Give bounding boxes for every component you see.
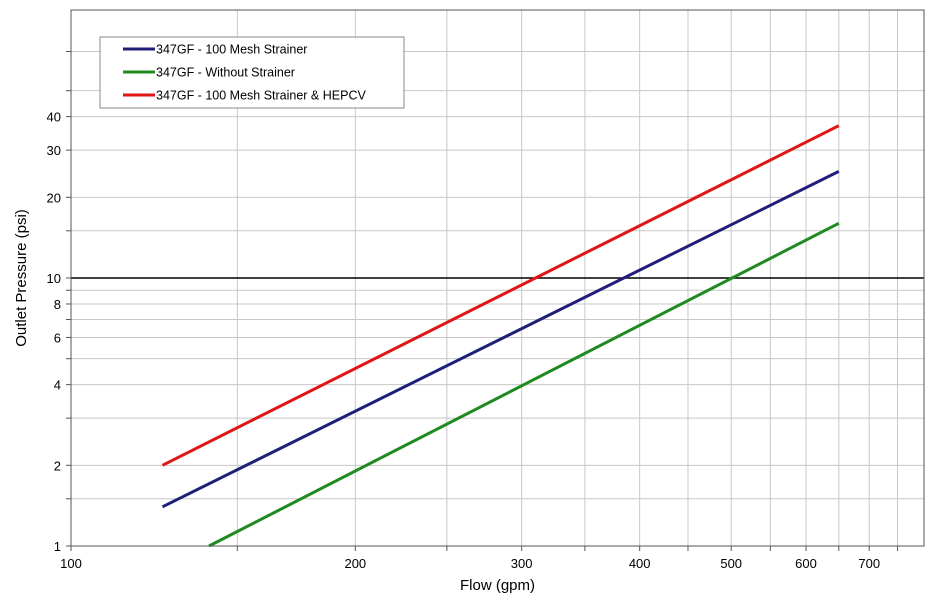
- x-tick-label: 300: [511, 556, 533, 571]
- y-tick-label: 4: [54, 378, 61, 393]
- y-tick-label: 10: [47, 271, 61, 286]
- x-tick-label: 600: [795, 556, 817, 571]
- x-axis-title: Flow (gpm): [460, 577, 535, 594]
- x-tick-label: 100: [60, 556, 82, 571]
- y-tick-label: 40: [47, 110, 61, 125]
- y-tick-label: 8: [54, 297, 61, 312]
- series-line-2: [208, 221, 840, 548]
- y-axis-title: Outlet Pressure (psi): [13, 209, 30, 347]
- y-tick-label: 20: [47, 190, 61, 205]
- y-tick-label: 1: [54, 539, 61, 554]
- x-tick-label: 200: [344, 556, 366, 571]
- legend: 347GF - 100 Mesh Strainer 347GF - Without…: [99, 36, 405, 109]
- series-line-1: [161, 170, 840, 509]
- legend-label-1: 347GF - 100 Mesh Strainer: [156, 43, 307, 57]
- y-tick-label: 6: [54, 330, 61, 345]
- series-line-3: [161, 124, 840, 467]
- y-tick-label: 30: [47, 143, 61, 158]
- y-axis-ticks: 1 2 4 6 8 10 20 30 40: [47, 51, 71, 554]
- x-axis-ticks: 100 200 300 400 500 600 700: [60, 546, 899, 571]
- legend-label-3: 347GF - 100 Mesh Strainer & HEPCV: [156, 89, 366, 103]
- x-tick-label: 500: [720, 556, 742, 571]
- y-tick-label: 2: [54, 458, 61, 473]
- legend-label-2: 347GF - Without Strainer: [156, 66, 295, 80]
- x-tick-label: 400: [629, 556, 651, 571]
- series-lines: [161, 124, 840, 548]
- x-tick-label: 700: [858, 556, 880, 571]
